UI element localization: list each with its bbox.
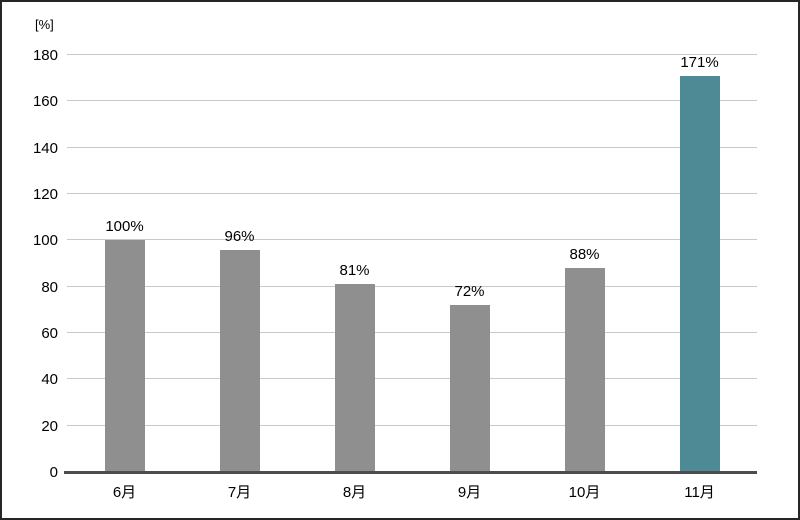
bar [104,240,145,472]
plot-area: 0 20 40 60 80 100 120 140 160 180 100% 96% 81% 72% 88%… [33,47,757,481]
y-tick-label: 160 [32,93,58,111]
gridline [67,146,757,148]
bar-value-label: 100% [105,218,144,236]
bar [219,249,260,472]
gridline [67,378,757,380]
gridline [67,100,757,102]
bar [679,75,720,472]
gridline [67,285,757,287]
x-axis-label: 9月 [457,484,482,501]
y-tick-label: 0 [49,464,58,481]
gridline [67,424,757,426]
bar [334,284,375,472]
gridline [67,193,757,195]
x-axis-line [64,471,757,474]
x-axis-label: 6月 [112,484,137,501]
y-tick-label: 60 [41,325,58,343]
bar [449,305,490,472]
bar [564,268,605,472]
y-tick-label: 80 [41,278,58,296]
y-tick-label: 40 [41,371,58,389]
x-axis-labels: 6月 7月 8月 9月 10月 11月 [67,481,757,501]
gridline [67,239,757,241]
gridline [67,54,757,55]
x-axis-label: 8月 [342,484,367,501]
y-tick-label: 140 [32,139,58,157]
gridline [67,332,757,334]
x-axis-label: 7月 [227,484,252,501]
bar-value-label: 171% [680,53,719,71]
bar-value-label: 72% [454,283,485,301]
y-tick-label: 180 [32,47,58,64]
x-axis-label: 10月 [568,484,601,501]
y-tick-label: 100 [32,232,58,250]
bar-value-label: 96% [224,227,255,245]
y-axis-unit-label: [%] [35,17,54,32]
y-tick-label: 20 [41,417,58,435]
x-axis-label: 11月 [684,484,715,501]
bar-value-label: 88% [569,246,600,264]
bar-value-label: 81% [339,262,370,280]
y-tick-label: 120 [32,186,58,204]
